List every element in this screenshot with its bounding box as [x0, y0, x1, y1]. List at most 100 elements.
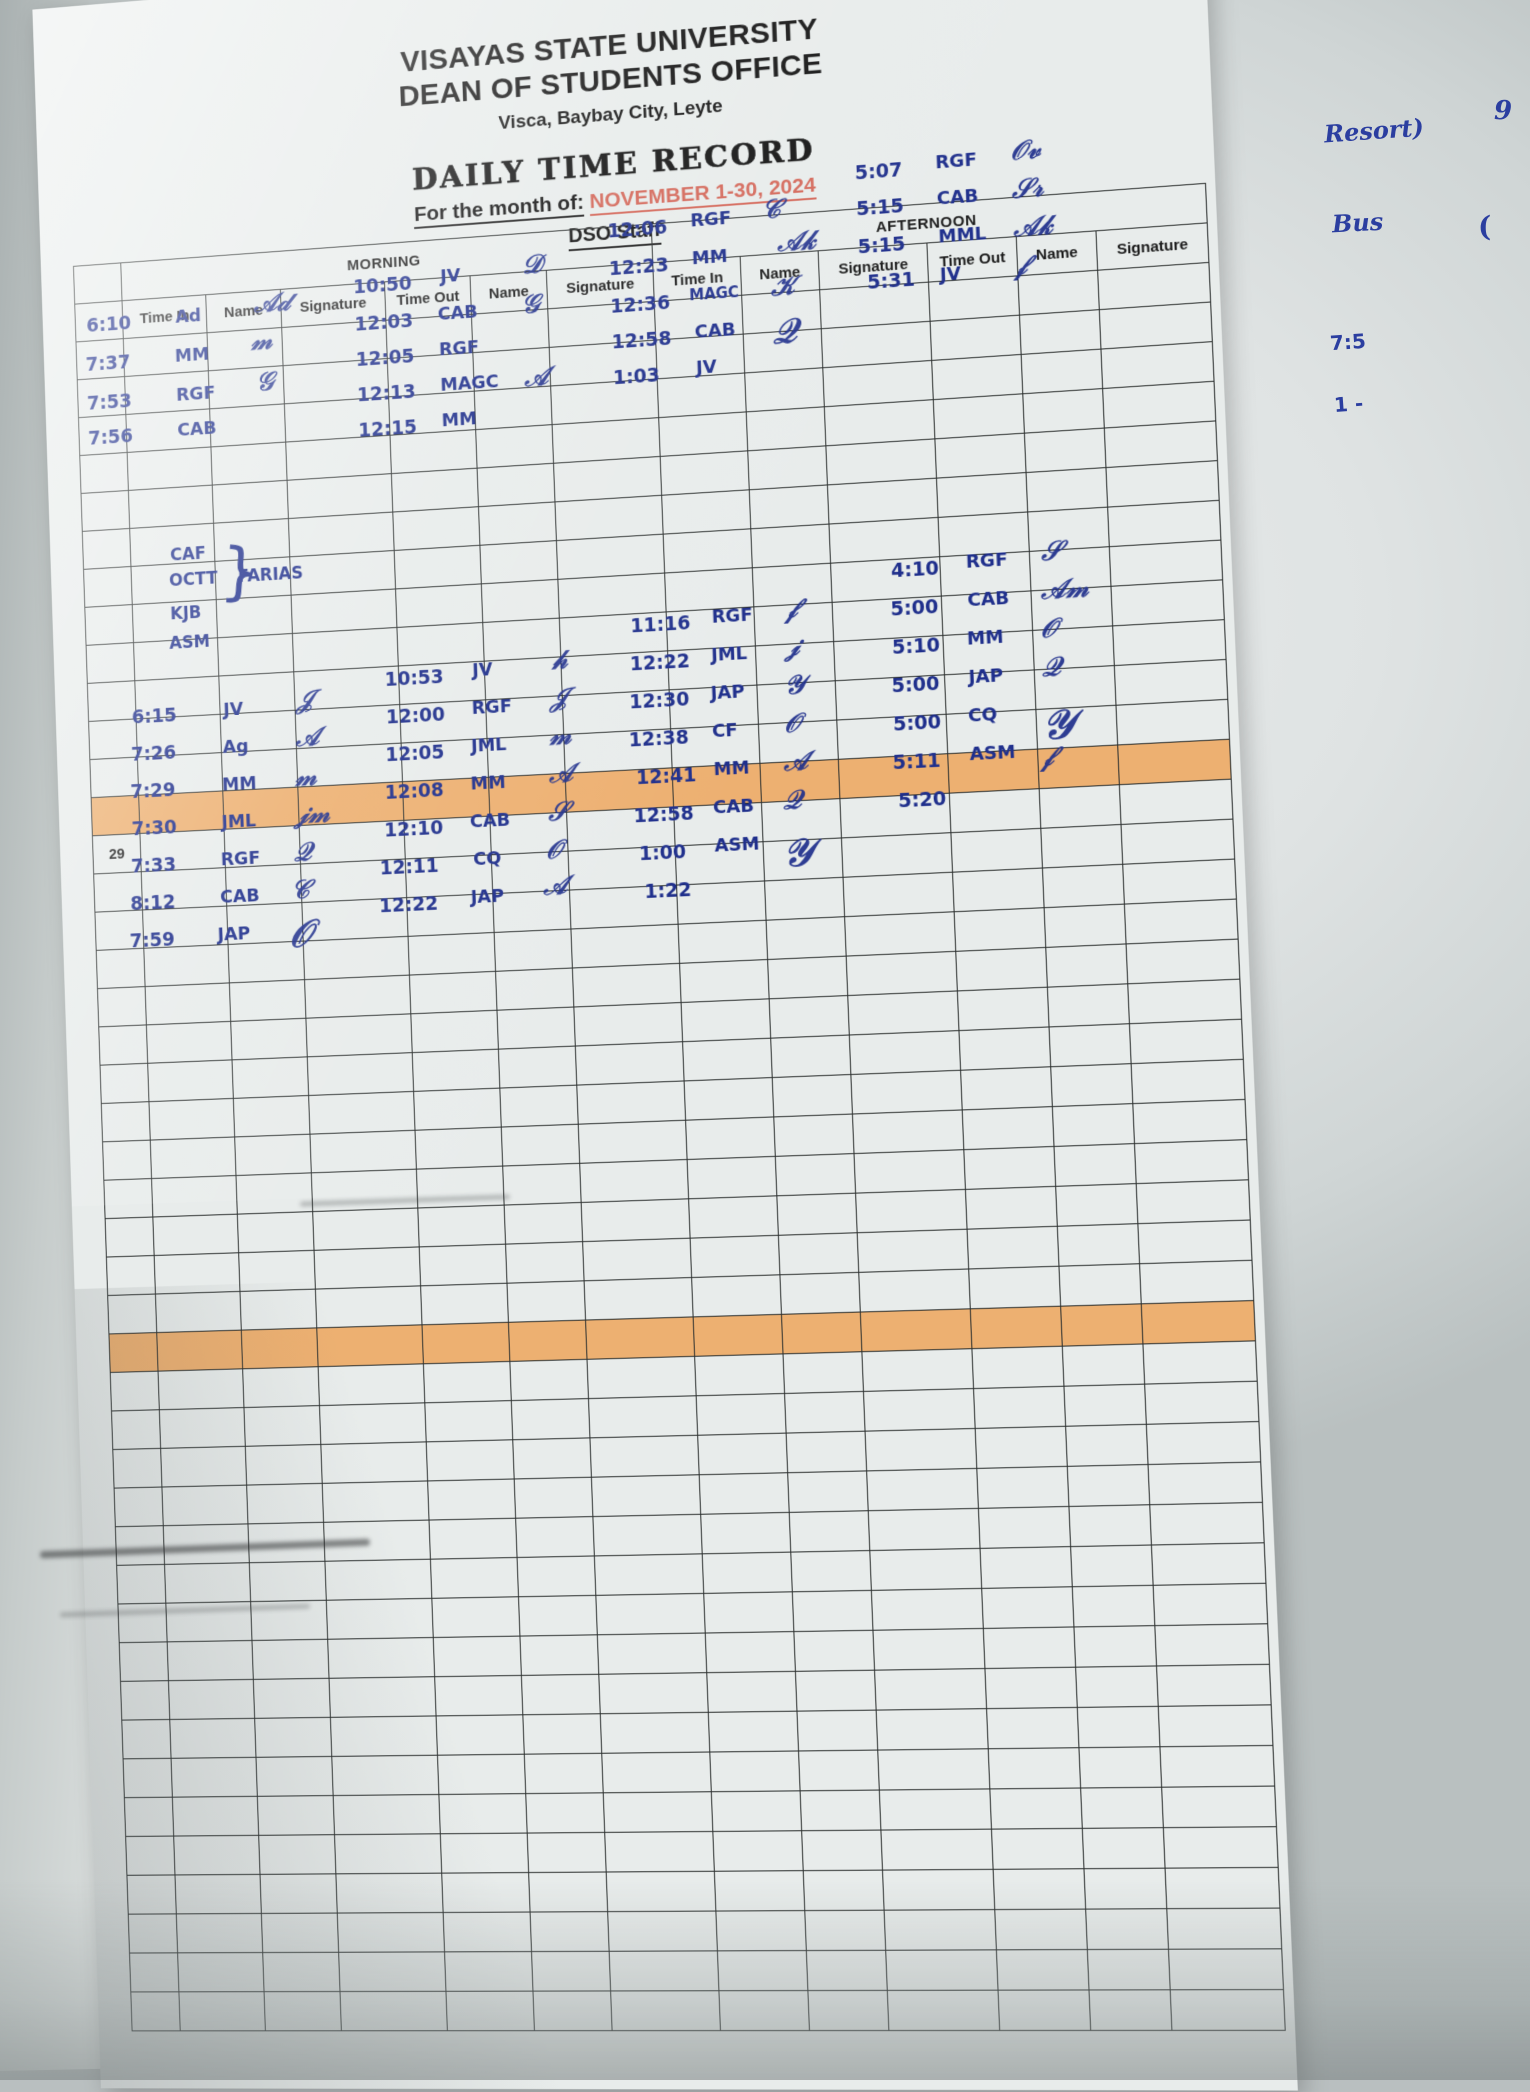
entry-cell[interactable]	[573, 1002, 683, 1047]
entry-cell[interactable]	[843, 872, 955, 917]
entry-cell[interactable]	[502, 1163, 582, 1206]
entry-cell[interactable]	[403, 816, 492, 859]
entry-cell[interactable]	[394, 545, 482, 589]
entry-cell[interactable]	[1063, 1384, 1147, 1427]
entry-cell[interactable]	[766, 916, 847, 960]
entry-cell[interactable]	[589, 1435, 700, 1478]
entry-cell[interactable]	[795, 1670, 877, 1712]
entry-cell[interactable]	[661, 489, 751, 535]
entry-cell[interactable]	[161, 1485, 248, 1526]
entry-cell[interactable]	[421, 1322, 510, 1364]
entry-cell[interactable]	[415, 1127, 503, 1170]
entry-cell[interactable]	[857, 1229, 969, 1273]
entry-cell[interactable]	[249, 1561, 327, 1602]
entry-cell[interactable]	[1148, 1461, 1263, 1505]
entry-cell[interactable]	[673, 802, 764, 846]
entry-cell[interactable]	[1149, 1502, 1265, 1546]
entry-cell[interactable]	[784, 1391, 866, 1434]
entry-cell[interactable]	[309, 1130, 417, 1173]
entry-cell[interactable]	[299, 820, 406, 865]
entry-cell[interactable]	[324, 1559, 432, 1601]
entry-cell[interactable]	[847, 990, 959, 1036]
entry-cell[interactable]	[255, 1756, 334, 1797]
entry-cell[interactable]	[214, 556, 292, 600]
entry-cell[interactable]	[472, 347, 551, 392]
entry-cell[interactable]	[699, 1472, 790, 1515]
entry-cell[interactable]	[1047, 983, 1130, 1027]
entry-cell[interactable]	[137, 752, 223, 796]
entry-cell[interactable]	[779, 1272, 861, 1315]
entry-cell[interactable]	[436, 1714, 525, 1756]
entry-cell[interactable]	[572, 963, 682, 1008]
entry-cell[interactable]	[228, 941, 305, 983]
entry-cell[interactable]	[390, 429, 478, 474]
entry-cell[interactable]	[575, 1041, 685, 1086]
entry-cell[interactable]	[975, 1426, 1068, 1469]
entry-cell[interactable]	[331, 1755, 439, 1796]
entry-cell[interactable]	[797, 1710, 878, 1751]
entry-cell[interactable]	[874, 1668, 987, 1711]
entry-cell[interactable]	[1068, 1504, 1152, 1547]
entry-cell[interactable]	[471, 308, 550, 353]
entry-cell[interactable]	[566, 806, 676, 852]
entry-cell[interactable]	[525, 1792, 605, 1834]
entry-cell[interactable]	[591, 1474, 701, 1517]
entry-cell[interactable]	[511, 1398, 590, 1440]
entry-cell[interactable]	[592, 1514, 703, 1556]
entry-cell[interactable]	[334, 1833, 442, 1874]
entry-cell[interactable]	[553, 456, 662, 502]
entry-cell[interactable]	[578, 1120, 688, 1164]
entry-cell[interactable]	[478, 501, 557, 546]
entry-cell[interactable]	[930, 315, 1022, 361]
entry-cell[interactable]	[798, 1750, 880, 1791]
entry-cell[interactable]	[755, 641, 836, 686]
entry-cell[interactable]	[1104, 420, 1218, 468]
entry-cell[interactable]	[419, 1244, 507, 1286]
entry-cell[interactable]	[684, 1077, 774, 1121]
entry-cell[interactable]	[1059, 1263, 1142, 1307]
entry-cell[interactable]	[1137, 1220, 1253, 1264]
entry-cell[interactable]	[664, 567, 754, 612]
entry-cell[interactable]	[769, 995, 850, 1039]
entry-cell[interactable]	[1146, 1421, 1261, 1465]
entry-cell[interactable]	[1037, 744, 1120, 789]
entry-cell[interactable]	[496, 1007, 576, 1050]
entry-cell[interactable]	[209, 403, 286, 447]
entry-cell[interactable]	[861, 1348, 974, 1392]
entry-cell[interactable]	[160, 1446, 247, 1488]
entry-cell[interactable]	[477, 463, 555, 507]
entry-cell[interactable]	[865, 1428, 977, 1471]
entry-cell[interactable]	[869, 1548, 982, 1591]
entry-cell[interactable]	[850, 1070, 963, 1115]
entry-cell[interactable]	[801, 1830, 883, 1871]
entry-cell[interactable]	[588, 1395, 698, 1438]
entry-cell[interactable]	[758, 720, 839, 764]
entry-cell[interactable]	[576, 1080, 686, 1125]
entry-cell[interactable]	[1040, 824, 1123, 869]
entry-cell[interactable]	[167, 1640, 254, 1681]
entry-cell[interactable]	[517, 1555, 596, 1597]
entry-cell[interactable]	[391, 468, 479, 513]
entry-cell[interactable]	[839, 793, 951, 838]
entry-cell[interactable]	[408, 932, 496, 976]
entry-cell[interactable]	[761, 798, 842, 842]
entry-cell[interactable]	[129, 523, 215, 567]
entry-cell[interactable]	[687, 1156, 777, 1199]
entry-cell[interactable]	[1154, 1623, 1270, 1666]
entry-cell[interactable]	[148, 1098, 235, 1141]
entry-cell[interactable]	[220, 710, 297, 753]
entry-cell[interactable]	[868, 1508, 981, 1551]
entry-cell[interactable]	[654, 295, 744, 341]
entry-cell[interactable]	[1082, 1827, 1166, 1869]
entry-cell[interactable]	[854, 1149, 966, 1194]
entry-cell[interactable]	[563, 728, 673, 774]
entry-cell[interactable]	[1070, 1545, 1154, 1587]
entry-cell[interactable]	[395, 583, 483, 628]
entry-cell[interactable]	[1075, 1665, 1159, 1708]
entry-cell[interactable]	[396, 622, 485, 666]
entry-cell[interactable]	[1124, 899, 1239, 944]
entry-cell[interactable]	[962, 1106, 1055, 1150]
entry-cell[interactable]	[491, 851, 570, 894]
entry-cell[interactable]	[243, 1405, 321, 1447]
entry-cell[interactable]	[318, 1363, 425, 1406]
